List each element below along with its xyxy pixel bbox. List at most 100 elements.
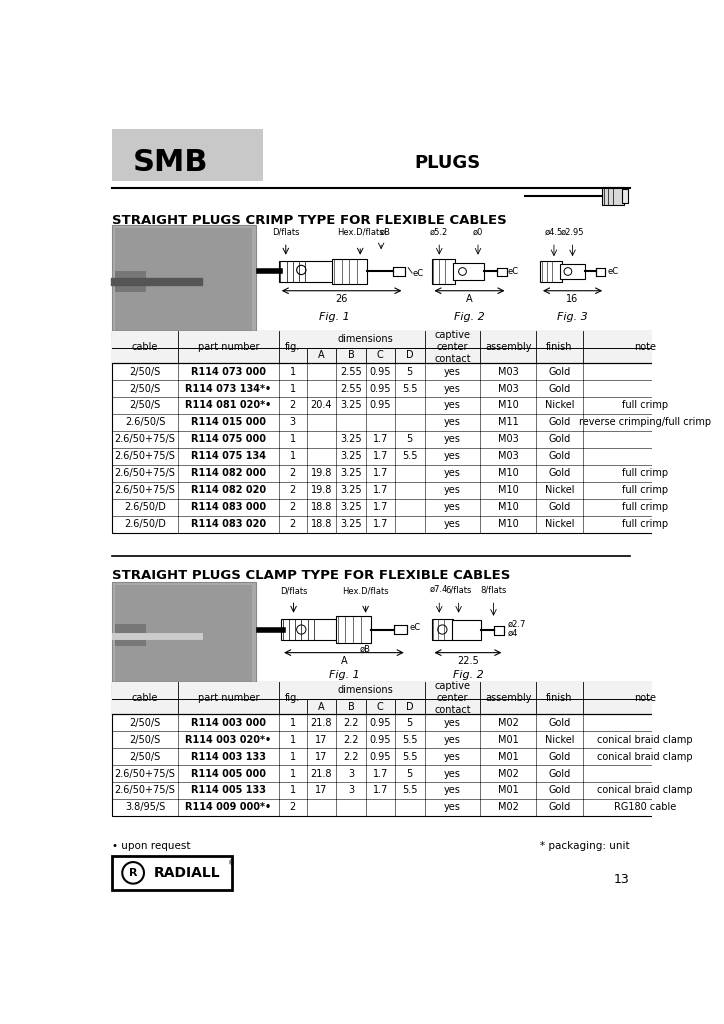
Text: A: A [318, 350, 325, 360]
Text: 26: 26 [335, 294, 348, 304]
Text: M11: M11 [498, 418, 518, 427]
Text: 2.2: 2.2 [343, 752, 358, 762]
Text: A: A [340, 655, 348, 666]
Text: eC: eC [410, 624, 421, 633]
Text: ®: ® [228, 860, 235, 866]
Text: ø4.5: ø4.5 [545, 228, 563, 237]
Text: yes: yes [444, 468, 461, 478]
Text: Gold: Gold [548, 434, 571, 444]
Text: reverse crimping/full crimp: reverse crimping/full crimp [579, 418, 711, 427]
Text: note: note [634, 342, 656, 352]
Text: 0.95: 0.95 [369, 734, 391, 744]
Text: R114 003 020*•: R114 003 020*• [185, 734, 272, 744]
Text: 2.6/50+75/S: 2.6/50+75/S [114, 452, 176, 461]
Text: 2/50/S: 2/50/S [130, 752, 161, 762]
Text: R114 009 000*•: R114 009 000*• [185, 803, 272, 812]
Bar [453, 263, 484, 280]
Text: A: A [466, 294, 473, 304]
Text: R114 075 000: R114 075 000 [191, 434, 266, 444]
Text: 22.5: 22.5 [457, 655, 479, 666]
Circle shape [438, 625, 447, 634]
Text: 17: 17 [315, 785, 328, 796]
Text: 18.8: 18.8 [311, 502, 332, 512]
Text: eC: eC [412, 268, 424, 278]
Text: Gold: Gold [548, 502, 571, 512]
Bar [602, 186, 623, 205]
Text: R114 082 020: R114 082 020 [191, 485, 266, 496]
Text: 1: 1 [290, 434, 296, 444]
Text: M03: M03 [498, 452, 518, 461]
Text: 5: 5 [407, 718, 413, 728]
Bar [279, 261, 333, 282]
Text: 5: 5 [407, 769, 413, 778]
Text: M10: M10 [498, 519, 518, 529]
Text: yes: yes [444, 803, 461, 812]
Text: M01: M01 [498, 785, 518, 796]
Text: yes: yes [444, 400, 461, 411]
Bar [112, 331, 707, 364]
Text: Gold: Gold [548, 418, 571, 427]
Text: 3.25: 3.25 [340, 434, 362, 444]
Text: Gold: Gold [548, 718, 571, 728]
Text: M02: M02 [498, 718, 518, 728]
Text: 1.7: 1.7 [373, 468, 388, 478]
Text: R114 073 000: R114 073 000 [191, 367, 266, 377]
Text: Gold: Gold [548, 769, 571, 778]
Text: 5.5: 5.5 [402, 785, 418, 796]
Text: R114 003 000: R114 003 000 [191, 718, 266, 728]
Text: 5.5: 5.5 [402, 752, 418, 762]
Text: ø2.7: ø2.7 [508, 620, 526, 629]
Text: M10: M10 [498, 468, 518, 478]
Circle shape [297, 265, 306, 274]
Circle shape [564, 267, 572, 275]
Text: øB: øB [360, 645, 371, 654]
Text: 3.25: 3.25 [340, 485, 362, 496]
Text: fig.: fig. [285, 693, 300, 703]
Text: Gold: Gold [548, 452, 571, 461]
Bar [497, 267, 508, 276]
Text: C: C [377, 350, 384, 360]
Text: * packaging: unit: * packaging: unit [540, 841, 630, 851]
Text: 2.6/50/S: 2.6/50/S [125, 418, 165, 427]
Text: Fig. 1: Fig. 1 [329, 670, 359, 680]
Text: dimensions: dimensions [338, 334, 394, 344]
Text: RG180 cable: RG180 cable [614, 803, 676, 812]
Text: M10: M10 [498, 502, 518, 512]
Text: M03: M03 [498, 367, 518, 377]
Text: STRAIGHT PLUGS CRIMP TYPE FOR FLEXIBLE CABLES: STRAIGHT PLUGS CRIMP TYPE FOR FLEXIBLE C… [112, 214, 507, 226]
Text: conical braid clamp: conical braid clamp [597, 785, 693, 796]
Text: 3.25: 3.25 [340, 502, 362, 512]
Text: D/flats: D/flats [272, 228, 300, 237]
Text: R114 081 020*•: R114 081 020*• [185, 400, 272, 411]
Text: 2.6/50/D: 2.6/50/D [125, 502, 166, 512]
Text: assembly: assembly [485, 342, 531, 352]
Text: 0.95: 0.95 [369, 718, 391, 728]
Bar [112, 224, 256, 339]
Text: note: note [634, 693, 656, 703]
Text: full crimp: full crimp [622, 468, 668, 478]
Text: R: R [129, 868, 138, 878]
Text: captive
center
contact: captive center contact [434, 331, 471, 364]
Text: 3.25: 3.25 [340, 519, 362, 529]
Text: RADIALL: RADIALL [154, 866, 221, 880]
Text: 1.7: 1.7 [373, 452, 388, 461]
Text: 3: 3 [348, 785, 354, 796]
Text: 2/50/S: 2/50/S [130, 400, 161, 411]
Text: øB: øB [379, 228, 390, 237]
Text: 2/50/S: 2/50/S [130, 718, 161, 728]
Text: C: C [377, 701, 384, 712]
Text: yes: yes [444, 452, 461, 461]
Text: 0.95: 0.95 [369, 400, 391, 411]
Text: 2.55: 2.55 [340, 384, 362, 393]
Bar [432, 618, 453, 640]
Text: cable: cable [132, 342, 159, 352]
Text: 1.7: 1.7 [373, 502, 388, 512]
Text: 2: 2 [290, 519, 296, 529]
Text: Fig. 1: Fig. 1 [319, 311, 350, 322]
Text: 2/50/S: 2/50/S [130, 384, 161, 393]
Text: conical braid clamp: conical braid clamp [597, 734, 693, 744]
Text: 1.7: 1.7 [373, 485, 388, 496]
Text: full crimp: full crimp [622, 519, 668, 529]
Text: yes: yes [444, 718, 461, 728]
Text: R114 005 133: R114 005 133 [191, 785, 266, 796]
